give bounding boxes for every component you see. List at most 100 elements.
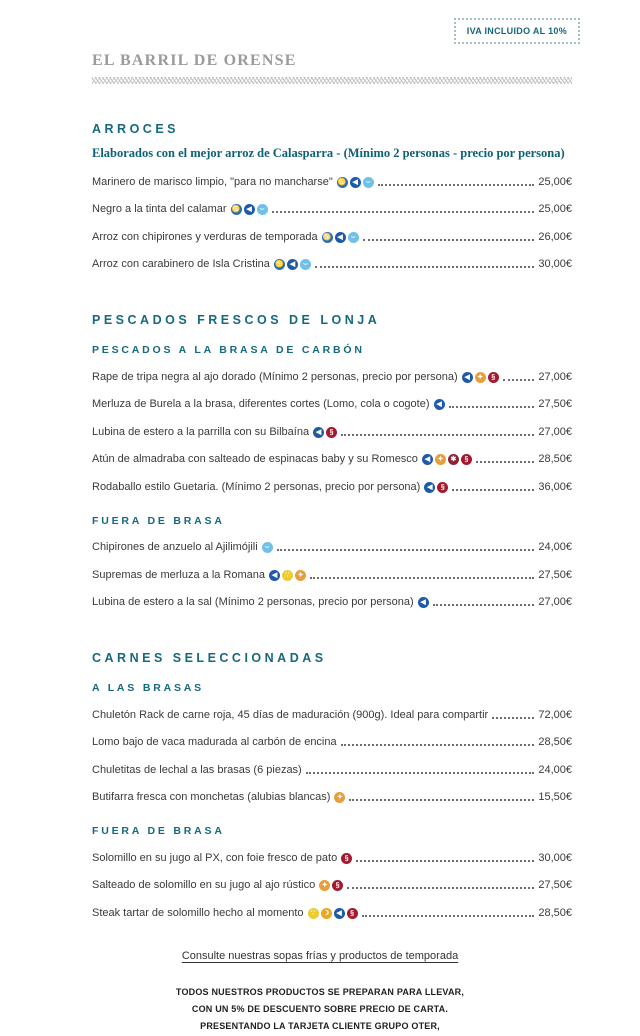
menu-item-row: Salteado de solomillo en su jugo al ajo … [92, 869, 572, 897]
allergen-icons: ♋ ◀ ⌣ [273, 259, 311, 275]
menu-group-rows: Chipirones de anzuelo al Ajilimójili ⌣ 24,… [92, 531, 572, 614]
menu-item-price: 24,00€ [538, 763, 572, 776]
allergen-pescado-icon: ◀ [313, 426, 325, 438]
allergen-icons: ✦ [334, 792, 346, 808]
menu-item-price: 15,50€ [538, 791, 572, 803]
menu-item-name: Marinero de marisco limpio, "para no man… [92, 175, 333, 188]
allergen-crustaceos-icon: ♋ [273, 259, 285, 270]
dot-leader [377, 183, 535, 186]
seasonal-note: Consulte nuestras sopas frías y producto… [181, 949, 459, 962]
menu-item-name: Lomo bajo de vaca madurada al carbón de … [92, 736, 337, 748]
menu-item-name: Chipirones de anzuelo al Ajilimójili [92, 541, 258, 553]
menu-item-name: Atún de almadraba con salteado de espina… [92, 453, 418, 465]
iva-badge: IVA INCLUIDO AL 10% [453, 18, 580, 44]
group-heading: FUERA DE BRASA [92, 514, 225, 527]
menu-item-row: Atún de almadraba con salteado de espina… [92, 443, 572, 471]
allergen-icons: ◀ ∵ ✦ [269, 569, 307, 586]
allergen-sulfitos-icon: § [346, 907, 358, 919]
menu-item-price: 36,00€ [538, 480, 572, 493]
takeaway-smallprint: TODOS NUESTROS PRODUCTOS SE PREPARAN PAR… [0, 984, 640, 1036]
dot-leader [314, 266, 535, 268]
section-title: PESCADOS FRESCOS DE LONJA [92, 313, 381, 327]
allergen-moluscos-icon: ⌣ [256, 204, 268, 215]
menu-item-price: 28,50€ [538, 736, 572, 748]
dot-leader [347, 887, 535, 889]
menu-item-price: 72,00€ [538, 708, 572, 721]
menu-item-name: Lubina de estero a la parrilla con su Bi… [92, 425, 310, 438]
allergen-crustaceos-icon: ♋ [336, 176, 348, 188]
menu-item-price: 30,00€ [538, 258, 572, 270]
menu-item-row: Merluza de Burela a la brasa, diferentes… [92, 388, 572, 416]
dot-leader [340, 744, 535, 746]
menu-item-name: Chuletitas de lechal a las brasas (6 pie… [92, 763, 302, 776]
dot-leader [305, 771, 535, 774]
menu-item-name: Supremas de merluza a la Romana [92, 568, 266, 581]
allergen-pescado-icon: ◀ [421, 454, 433, 465]
dot-leader [356, 859, 535, 862]
menu-item-price: 25,00€ [538, 175, 572, 188]
group-heading: A LAS BRASAS [92, 682, 204, 694]
menu-section: ARROCES Elaborados con el mejor arroz de … [92, 122, 572, 275]
menu-item-row: Chipirones de anzuelo al Ajilimójili ⌣ 24,… [92, 531, 572, 559]
group-heading: PESCADOS A LA BRASA DE CARBÓN [92, 344, 365, 356]
menu-group-rows: Marinero de marisco limpio, "para no man… [92, 165, 572, 275]
menu-item-price: 26,00€ [538, 230, 572, 243]
smallprint-line: PRESENTANDO LA TARJETA CLIENTE GRUPO OTE… [200, 1020, 440, 1031]
menu-item-name: Chuletón Rack de carne roja, 45 días de … [92, 708, 489, 721]
dot-leader [276, 549, 535, 551]
group-heading: FUERA DE BRASA [92, 825, 225, 837]
masthead: EL BARRIL DE ORENSE [0, 0, 640, 84]
allergen-icons: ⌣ [261, 542, 273, 558]
menu-group-rows: Rape de tripa negra al ajo dorado (Mínim… [92, 360, 572, 498]
menu-item-row: Steak tartar de solomillo hecho al momen… [92, 896, 572, 924]
menu-item-row: Rape de tripa negra al ajo dorado (Mínim… [92, 360, 572, 388]
allergen-pescado-icon: ◀ [333, 907, 345, 919]
menu-item-price: 27,00€ [538, 596, 572, 608]
menu-item-name: Solomillo en su jugo al PX, con foie fre… [92, 851, 338, 864]
smallprint-line: CON UN 5% DE DESCUENTO SOBRE PRECIO DE C… [191, 1003, 449, 1014]
allergen-frutos_secos-icon: ✱ [447, 454, 459, 465]
dot-leader [448, 406, 535, 408]
menu-item-price: 28,50€ [538, 453, 572, 465]
menu-item-price: 28,50€ [538, 906, 572, 919]
menu-item-row: Chuletón Rack de carne roja, 45 días de … [92, 698, 572, 726]
allergen-icons: ♋ ◀ ⌣ [321, 231, 359, 248]
allergen-huevos-icon: ∵ [282, 569, 294, 581]
menu-item-row: Arroz con carabinero de Isla Cristina ♋ ◀ ⌣… [92, 248, 572, 276]
dot-leader [452, 488, 535, 491]
allergen-sulfitos-icon: § [487, 371, 499, 383]
menu-item-name: Lubina de estero a la sal (Mínimo 2 pers… [92, 596, 414, 608]
allergen-moluscos-icon: ⌣ [261, 542, 273, 553]
allergen-sulfitos-icon: § [460, 454, 472, 465]
smallprint-line: TODOS NUESTROS PRODUCTOS SE PREPARAN PAR… [175, 986, 465, 997]
menu-item-name: Arroz con chipirones y verduras de tempo… [92, 230, 318, 243]
allergen-icons: § [341, 852, 353, 869]
menu-item-price: 30,00€ [538, 851, 572, 864]
menu-item-price: 25,00€ [538, 203, 572, 215]
hatch-divider [92, 77, 572, 84]
allergen-gluten-icon: ✦ [295, 569, 307, 581]
dot-leader [502, 378, 535, 381]
menu-item-name: Negro a la tinta del calamar [92, 203, 227, 215]
dot-leader [432, 604, 535, 606]
menu-item-name: Steak tartar de solomillo hecho al momen… [92, 906, 304, 919]
allergen-moluscos-icon: ⌣ [347, 231, 359, 243]
dot-leader [310, 576, 535, 579]
allergen-mostaza-icon: ☽ [320, 907, 332, 919]
allergen-sulfitos-icon: § [332, 880, 344, 891]
allergen-gluten-icon: ✦ [334, 792, 346, 803]
menu-item-name: Rape de tripa negra al ajo dorado (Mínim… [92, 370, 458, 383]
allergen-icons: ✦ § [319, 880, 344, 896]
menu-item-name: Merluza de Burela a la brasa, diferentes… [92, 398, 430, 410]
menu-section: PESCADOS FRESCOS DE LONJA PESCADOS A LA B… [92, 313, 572, 613]
allergen-crustaceos-icon: ♋ [230, 204, 242, 215]
allergen-icons: ◀ § [313, 426, 338, 443]
dot-leader [341, 433, 535, 436]
menu-item-row: Arroz con chipirones y verduras de tempo… [92, 220, 572, 248]
menu-item-price: 27,50€ [538, 879, 572, 891]
allergen-sulfitos-icon: § [341, 852, 353, 864]
menu-item-row: Negro a la tinta del calamar ♋ ◀ ⌣ 25,00€ [92, 193, 572, 221]
menu-item-row: Chuletitas de lechal a las brasas (6 pie… [92, 753, 572, 781]
menu-item-row: Lubina de estero a la parrilla con su Bi… [92, 415, 572, 443]
